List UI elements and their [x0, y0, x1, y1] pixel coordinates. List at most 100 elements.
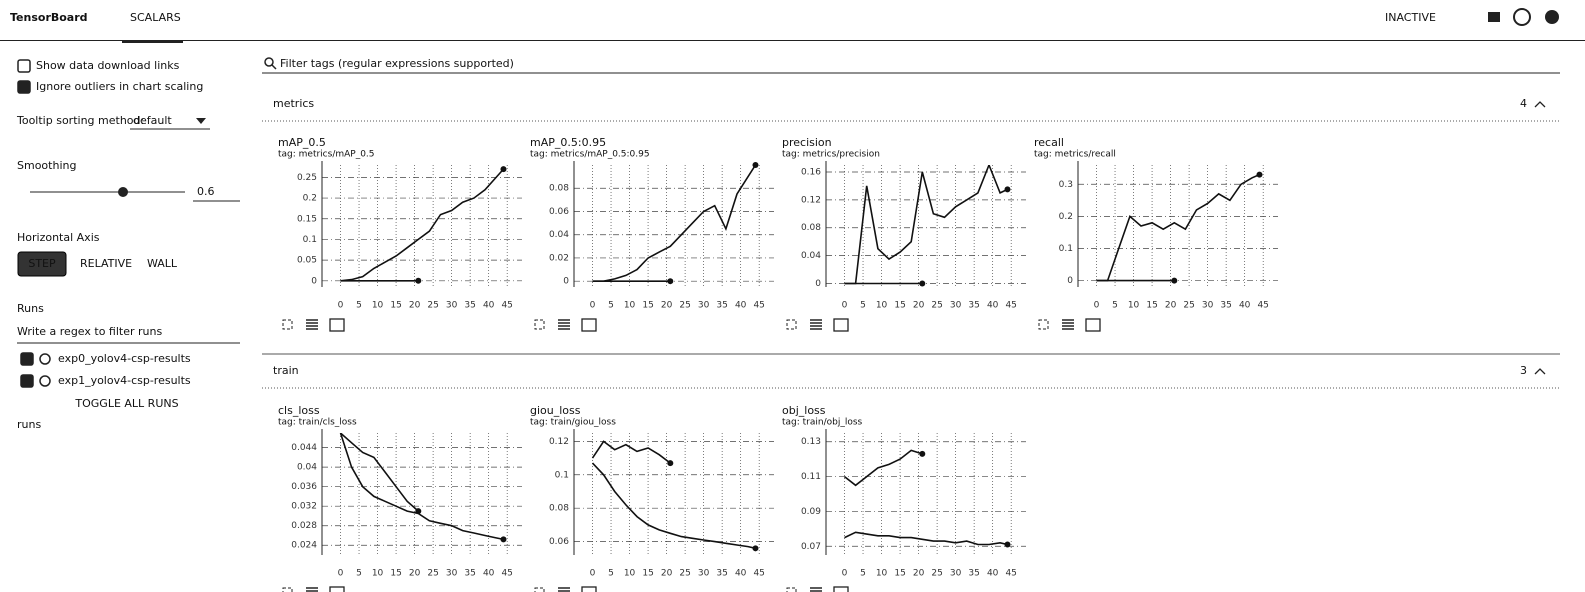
x-tick-label: 45 [1257, 301, 1268, 311]
y-tick-label: 0.12 [549, 437, 569, 447]
run-color[interactable] [39, 353, 51, 365]
label: Tooltip sorting method: [16, 114, 144, 127]
y-tick-label: 0.024 [291, 541, 317, 551]
axis-option[interactable]: WALL [147, 257, 178, 270]
chevron[interactable] [1534, 368, 1546, 375]
x-tick-label: 30 [446, 569, 458, 579]
end-point [1004, 186, 1011, 193]
dropdown-arrow [196, 118, 206, 124]
help-icon[interactable] [1545, 10, 1559, 24]
fit-icon[interactable] [833, 318, 849, 332]
x-tick-label: 20 [1165, 301, 1177, 311]
y-tick-label: 0.06 [549, 207, 569, 217]
checkbox[interactable] [17, 59, 31, 73]
chart-tag: tag: metrics/mAP_0.5:0.95 [530, 150, 650, 160]
x-tick-label: 0 [338, 569, 344, 579]
expand-icon[interactable] [534, 319, 545, 330]
x-tick-label: 0 [842, 569, 848, 579]
chart-title: cls_loss [278, 404, 320, 417]
chart-title: obj_loss [782, 404, 826, 417]
run-name: exp0_yolov4-csp-results [58, 352, 191, 365]
x-tick-label: 35 [464, 569, 475, 579]
y-tick-label: 0.05 [297, 256, 317, 266]
x-tick-label: 35 [716, 301, 727, 311]
tab[interactable]: SCALARS [130, 11, 181, 24]
fit-icon[interactable] [329, 318, 345, 332]
series-line [340, 168, 505, 282]
end-point [919, 450, 926, 457]
chart-tag: tag: train/giou_loss [530, 418, 616, 428]
x-tick-label: 35 [464, 301, 475, 311]
label: Smoothing [17, 159, 76, 172]
x-tick-label: 30 [950, 569, 962, 579]
fit-icon[interactable] [833, 586, 849, 592]
x-tick-label: 45 [753, 301, 764, 311]
y-tick-label: 0 [815, 279, 821, 289]
label: Runs [17, 302, 44, 315]
end-point [415, 277, 422, 284]
slider-knob[interactable] [118, 187, 128, 197]
smoothing-input[interactable]: 0.6 [197, 185, 215, 198]
fit-icon[interactable] [329, 586, 345, 592]
fit-icon[interactable] [581, 318, 597, 332]
y-tick-label: 0.07 [801, 542, 821, 552]
axis-option[interactable]: STEP [28, 257, 56, 270]
y-tick-label: 0.1 [1059, 244, 1073, 254]
checkbox[interactable] [20, 374, 34, 388]
fit-icon[interactable] [581, 586, 597, 592]
x-tick-label: 20 [409, 301, 421, 311]
axis-button-selected[interactable] [17, 251, 67, 277]
settings-icon[interactable] [1513, 8, 1531, 26]
x-tick-label: 35 [1220, 301, 1231, 311]
header-icons [1488, 8, 1559, 26]
expand-icon[interactable] [1038, 319, 1049, 330]
chart-title: mAP_0.5:0.95 [530, 136, 606, 149]
checkbox-label: Show data download links [36, 59, 180, 72]
x-tick-label: 0 [842, 301, 848, 311]
y-tick-label: 0.13 [801, 437, 821, 447]
x-tick-label: 10 [624, 301, 636, 311]
chevron[interactable] [1534, 101, 1546, 108]
filter-input[interactable]: Filter tags (regular expressions support… [280, 57, 514, 70]
x-tick-label: 20 [913, 301, 925, 311]
end-point [752, 545, 759, 552]
end-point [500, 166, 507, 173]
expand-icon[interactable] [282, 319, 293, 330]
axis-option[interactable]: RELATIVE [80, 257, 132, 270]
checkbox[interactable] [17, 80, 31, 94]
chart-tag: tag: train/cls_loss [278, 418, 357, 428]
section-title[interactable]: metrics [273, 97, 314, 110]
section-title[interactable]: train [273, 364, 299, 377]
expand-icon[interactable] [786, 319, 797, 330]
x-tick-label: 45 [1005, 301, 1016, 311]
chart-tag: tag: metrics/mAP_0.5 [278, 150, 375, 160]
expand-icon[interactable] [282, 587, 293, 592]
x-tick-label: 15 [390, 569, 401, 579]
x-tick-label: 25 [427, 569, 438, 579]
y-tick-label: 0.032 [291, 502, 317, 512]
y-tick-label: 0 [563, 277, 569, 287]
chart-tag: tag: metrics/recall [1034, 150, 1116, 160]
end-point [919, 280, 926, 287]
runs-filter[interactable]: Write a regex to filter runs [17, 325, 162, 338]
x-tick-label: 20 [913, 569, 925, 579]
y-tick-label: 0.2 [303, 194, 317, 204]
dropdown-value[interactable]: default [133, 114, 172, 127]
y-tick-label: 0.1 [303, 235, 317, 245]
refresh-icon[interactable] [1488, 12, 1500, 22]
chart-title: precision [782, 136, 832, 149]
x-tick-label: 10 [876, 569, 888, 579]
x-tick-label: 20 [661, 301, 673, 311]
fit-icon[interactable] [1085, 318, 1101, 332]
x-tick-label: 5 [608, 569, 614, 579]
toggle-button[interactable]: TOGGLE ALL RUNS [74, 397, 178, 410]
expand-icon[interactable] [534, 587, 545, 592]
x-tick-label: 30 [1202, 301, 1214, 311]
x-tick-label: 25 [931, 569, 942, 579]
x-tick-label: 35 [968, 301, 979, 311]
x-tick-label: 10 [372, 301, 384, 311]
expand-icon[interactable] [786, 587, 797, 592]
checkbox[interactable] [20, 352, 34, 366]
run-color[interactable] [39, 375, 51, 387]
y-tick-label: 0.06 [549, 537, 569, 547]
